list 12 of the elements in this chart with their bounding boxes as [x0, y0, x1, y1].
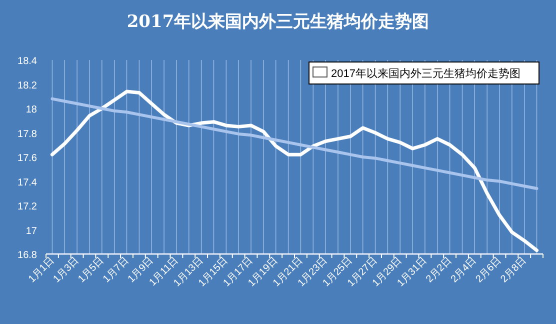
y-tick-label: 16.8	[18, 250, 38, 261]
y-tick-label: 18.2	[18, 80, 38, 92]
y-tick-label: 17.8	[18, 128, 38, 140]
y-tick-label: 17.2	[18, 202, 38, 212]
legend-label: 2017年以来国内外三元生猪均价走势图	[331, 67, 520, 80]
y-tick-label: 18	[26, 104, 38, 116]
y-tick-label: 17	[26, 226, 38, 237]
y-tick-label: 17.6	[18, 153, 38, 164]
line-series	[50, 90, 539, 252]
y-tick-label: 18.4	[18, 56, 38, 67]
chart-title: 2017年以来国内外三元生猪均价走势图	[126, 12, 430, 32]
y-tick-label: 17.4	[18, 177, 38, 188]
